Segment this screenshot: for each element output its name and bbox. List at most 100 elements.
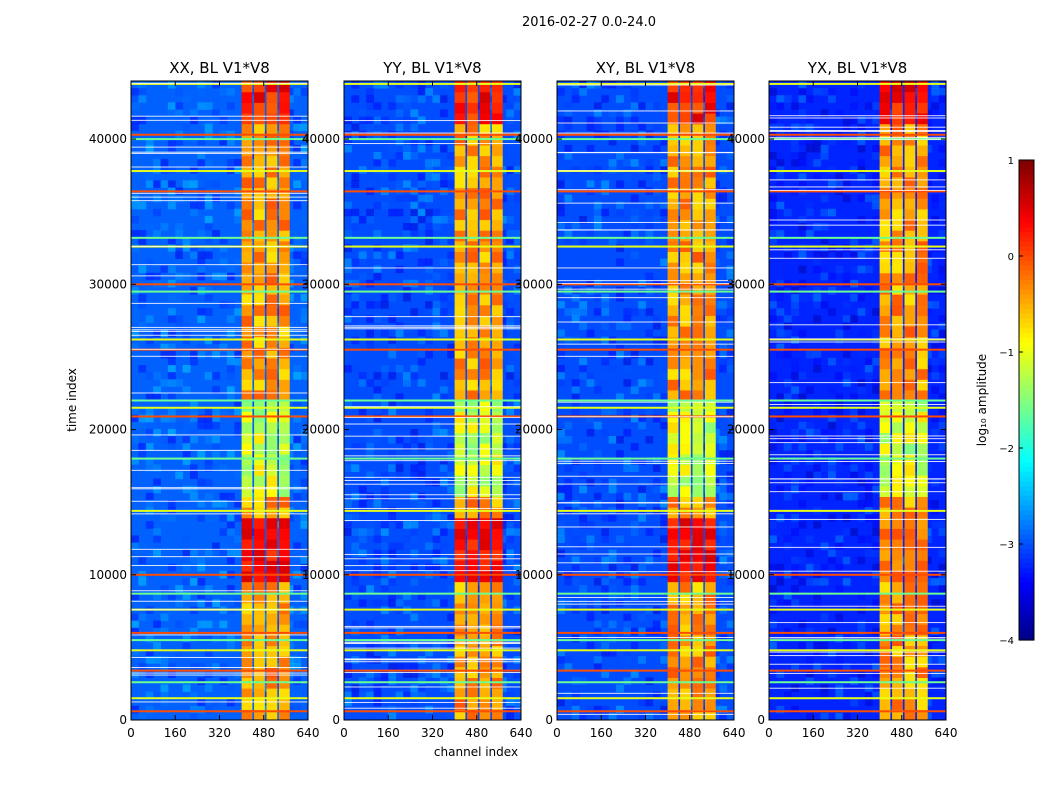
colorbar-label: log₁₀ amplitude xyxy=(975,354,989,446)
flagged-row xyxy=(131,513,308,515)
y-tick-label: 30000 xyxy=(302,277,340,291)
flagged-row xyxy=(131,449,308,451)
rfi-line xyxy=(131,509,308,512)
flagged-row xyxy=(769,126,946,128)
x-tick-label: 320 xyxy=(208,726,231,740)
flagged-row xyxy=(131,565,308,567)
rfi-line xyxy=(769,348,946,351)
flagged-row xyxy=(769,651,946,653)
rfi-line xyxy=(131,681,308,684)
flagged-row xyxy=(557,401,734,403)
flagged-row xyxy=(769,491,946,493)
heatmap-image xyxy=(131,81,308,720)
rfi-line xyxy=(769,170,946,173)
flagged-row xyxy=(131,152,308,154)
flagged-row xyxy=(557,460,734,462)
flagged-row xyxy=(769,115,946,117)
panel-title: XX, BL V1*V8 xyxy=(169,59,270,77)
flagged-row xyxy=(769,461,946,463)
rfi-line xyxy=(131,190,308,193)
rfi-line xyxy=(344,608,521,611)
colorbar-tick-label: −3 xyxy=(999,540,1014,551)
rfi-line xyxy=(344,592,521,595)
rfi-line xyxy=(769,631,946,634)
rfi-line xyxy=(557,133,734,136)
flagged-row xyxy=(769,341,946,343)
flagged-row xyxy=(344,658,521,660)
flagged-row xyxy=(131,115,308,117)
flagged-row xyxy=(769,672,946,674)
flagged-row xyxy=(557,692,734,694)
flagged-row xyxy=(557,221,734,223)
flagged-row xyxy=(344,661,521,663)
rfi-line xyxy=(344,509,521,512)
flagged-row xyxy=(131,166,308,168)
flagged-row xyxy=(769,442,946,444)
flagged-row xyxy=(769,224,946,226)
flagged-row xyxy=(344,416,521,418)
rfi-line xyxy=(344,399,521,402)
rfi-line xyxy=(131,457,308,460)
rfi-line xyxy=(344,457,521,460)
flagged-row xyxy=(769,186,946,188)
rfi-line xyxy=(769,415,946,418)
flagged-row xyxy=(769,136,946,138)
y-axis-label: time index xyxy=(65,368,79,432)
rfi-line xyxy=(344,406,521,409)
x-axis-label: channel index xyxy=(434,745,518,759)
flagged-row xyxy=(131,548,308,550)
flagged-row xyxy=(131,119,308,121)
flagged-row xyxy=(131,326,308,328)
flagged-row xyxy=(557,502,734,504)
flagged-row xyxy=(131,146,308,148)
flagged-row xyxy=(344,479,521,481)
flagged-row xyxy=(131,151,308,153)
flagged-row xyxy=(344,625,521,627)
rfi-line xyxy=(344,710,521,713)
y-tick-label: 30000 xyxy=(727,277,765,291)
rfi-line xyxy=(769,133,946,136)
flagged-row xyxy=(769,435,946,437)
flagged-row xyxy=(344,328,521,330)
y-tick-label: 20000 xyxy=(302,423,340,437)
rfi-line xyxy=(131,338,308,341)
flagged-row xyxy=(131,348,308,350)
flagged-row xyxy=(344,267,521,269)
x-tick-label: 640 xyxy=(510,726,533,740)
y-tick-label: 10000 xyxy=(515,568,553,582)
rfi-line xyxy=(557,399,734,402)
colorbar-tick-label: −4 xyxy=(999,636,1014,647)
flagged-row xyxy=(344,498,521,500)
flagged-row xyxy=(344,672,521,674)
rfi-line xyxy=(344,631,521,634)
flagged-row xyxy=(769,546,946,548)
rfi-line xyxy=(131,639,308,642)
flagged-row xyxy=(344,520,521,522)
flagged-row xyxy=(344,686,521,688)
rfi-line xyxy=(131,710,308,713)
flagged-row xyxy=(131,674,308,676)
y-tick-label: 0 xyxy=(332,713,340,727)
rfi-line xyxy=(557,639,734,642)
flagged-row xyxy=(557,321,734,323)
flagged-row xyxy=(344,570,521,572)
rfi-line xyxy=(769,283,946,286)
flagged-row xyxy=(131,246,308,248)
x-tick-label: 160 xyxy=(164,726,187,740)
rfi-line xyxy=(344,245,521,248)
flagged-row xyxy=(769,403,946,405)
flagged-row xyxy=(131,556,308,558)
y-tick-label: 10000 xyxy=(89,568,127,582)
flagged-row xyxy=(557,713,734,715)
rfi-line xyxy=(557,290,734,293)
flagged-row xyxy=(557,288,734,290)
rfi-line xyxy=(769,639,946,642)
flagged-row xyxy=(769,189,946,191)
flagged-row xyxy=(131,434,308,436)
flagged-row xyxy=(557,297,734,299)
rfi-line xyxy=(131,631,308,634)
flagged-row xyxy=(557,416,734,418)
flagged-row xyxy=(557,283,734,285)
rfi-line xyxy=(131,415,308,418)
